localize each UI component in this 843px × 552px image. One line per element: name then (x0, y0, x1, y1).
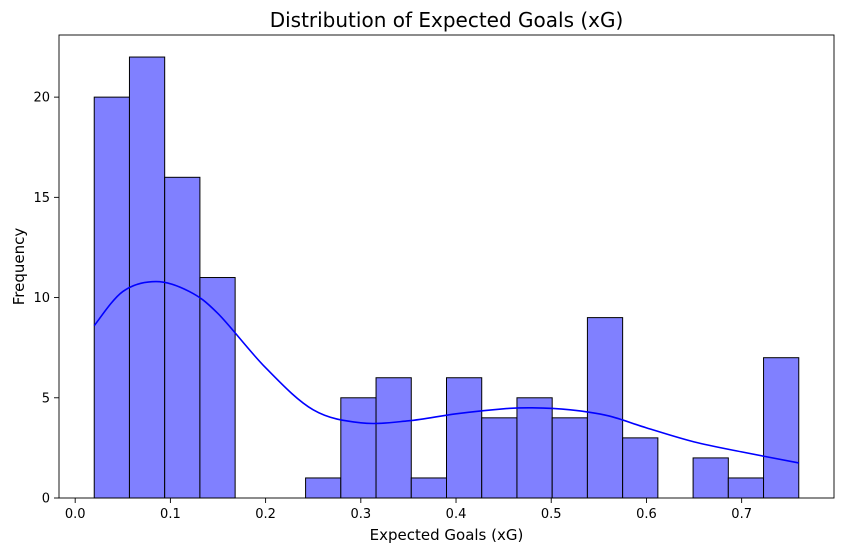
histogram-bar (586, 317, 624, 499)
y-axis-label: Frequency (10, 228, 28, 306)
x-tick-label: 0.1 (160, 507, 181, 522)
histogram-bar (199, 277, 236, 499)
x-axis-ticks: 0.0 0.1 0.2 0.3 0.4 0.5 0.6 0.7 (65, 498, 752, 522)
histogram-bar (516, 397, 553, 499)
kde-curve (93, 280, 799, 464)
histogram-bar (727, 477, 765, 499)
histogram-bar (763, 357, 800, 499)
x-tick-label: 0.5 (541, 507, 562, 522)
x-tick-label: 0.4 (446, 507, 467, 522)
histogram-bar (481, 417, 518, 499)
histogram-bar (340, 397, 377, 499)
y-tick-label: 20 (33, 91, 50, 106)
x-tick-label: 0.2 (255, 507, 276, 522)
y-tick-label: 10 (33, 291, 50, 306)
histogram-bar (446, 377, 483, 499)
y-tick-label: 5 (42, 391, 50, 406)
y-tick-label: 0 (42, 492, 50, 507)
x-tick-label: 0.3 (350, 507, 371, 522)
x-axis-label: Expected Goals (xG) (370, 526, 524, 544)
histogram-bar (375, 377, 412, 499)
bar-group (93, 56, 800, 499)
chart-title: Distribution of Expected Goals (xG) (270, 8, 624, 32)
histogram-bar (164, 176, 201, 499)
x-tick-label: 0.0 (65, 507, 86, 522)
histogram-bar (305, 477, 342, 499)
x-tick-label: 0.6 (636, 507, 657, 522)
x-tick-label: 0.7 (731, 507, 752, 522)
y-tick-label: 15 (33, 191, 50, 206)
histogram-bar (128, 56, 166, 499)
histogram-bar (410, 477, 448, 499)
histogram-bar (622, 437, 659, 499)
histogram-bar (93, 96, 130, 499)
histogram-bar (692, 457, 729, 499)
histogram-bar (551, 417, 588, 499)
plot-frame (58, 34, 835, 499)
y-axis-ticks: 0 5 10 15 20 (33, 91, 59, 507)
